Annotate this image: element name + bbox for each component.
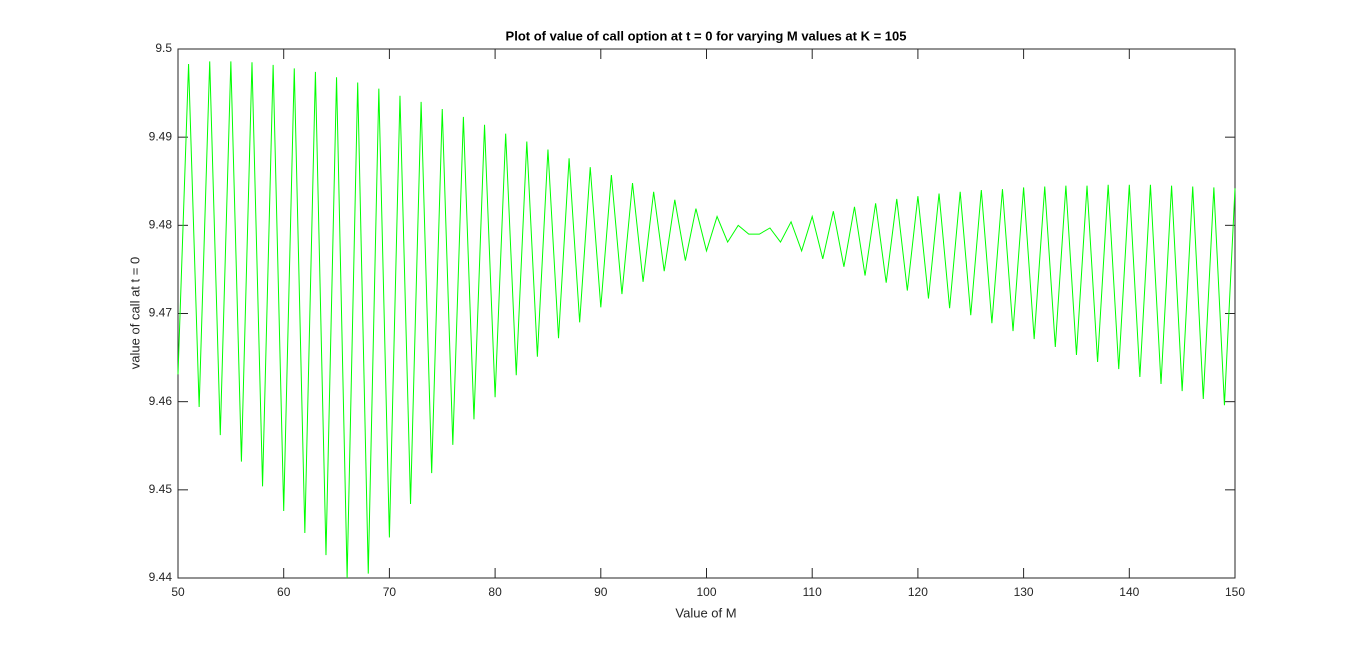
- y-tick-label: 9.5: [155, 41, 172, 55]
- y-tick-label: 9.48: [149, 218, 173, 232]
- x-axis-label: Value of M: [675, 605, 736, 620]
- x-tick-label: 60: [277, 585, 291, 599]
- y-tick-label: 9.45: [149, 482, 173, 496]
- x-tick-label: 50: [171, 585, 185, 599]
- x-tick-label: 140: [1119, 585, 1139, 599]
- y-tick-label: 9.47: [149, 306, 173, 320]
- y-tick-label: 9.44: [149, 570, 173, 584]
- plot-frame: [177, 48, 1236, 579]
- chart-title: Plot of value of call option at t = 0 fo…: [506, 28, 907, 43]
- x-tick-label: 70: [383, 585, 397, 599]
- x-tick-label: 120: [908, 585, 928, 599]
- data-line: [177, 61, 1236, 579]
- y-tick-label: 9.49: [149, 129, 173, 143]
- y-tick-label: 9.46: [149, 394, 173, 408]
- x-tick-label: 90: [594, 585, 608, 599]
- x-tick-label: 150: [1225, 585, 1245, 599]
- x-tick-label: 130: [1014, 585, 1034, 599]
- y-axis-label: value of call at t = 0: [127, 257, 142, 369]
- x-tick-label: 110: [803, 585, 822, 599]
- x-tick-label: 100: [696, 585, 716, 599]
- x-tick-label: 80: [488, 585, 502, 599]
